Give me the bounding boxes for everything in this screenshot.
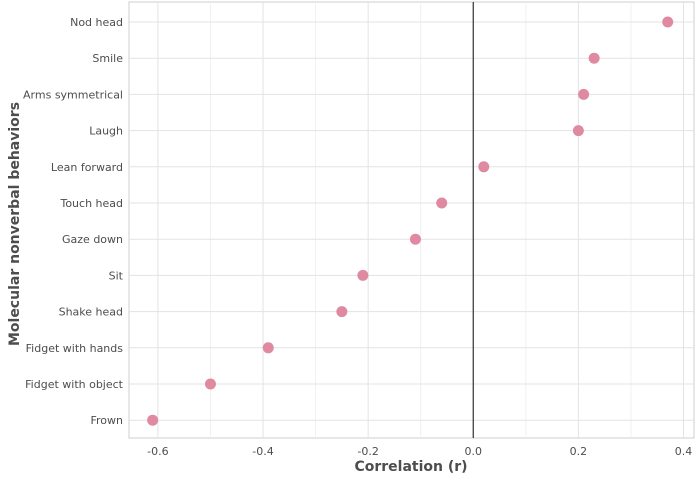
y-tick-label: Fidget with object bbox=[25, 378, 124, 391]
y-tick-label: Gaze down bbox=[62, 233, 123, 246]
data-point bbox=[436, 197, 448, 209]
x-tick-labels: -0.6 -0.4 -0.2 0.0 0.2 0.4 bbox=[147, 445, 692, 458]
y-tick-label: Smile bbox=[92, 52, 123, 65]
data-point bbox=[147, 414, 159, 426]
y-tick-label: Lean forward bbox=[51, 161, 123, 174]
data-point bbox=[478, 161, 490, 173]
data-point bbox=[588, 52, 600, 64]
data-point bbox=[409, 233, 421, 245]
plot-panel bbox=[128, 1, 695, 439]
data-point bbox=[204, 378, 216, 390]
y-tick-label: Nod head bbox=[70, 16, 123, 29]
x-tick-label: -0.4 bbox=[252, 445, 273, 458]
x-tick-label: -0.6 bbox=[147, 445, 168, 458]
y-tick-label: Shake head bbox=[59, 306, 123, 319]
y-axis-title: Molecular nonverbal behaviors bbox=[7, 102, 23, 346]
y-tick-label: Laugh bbox=[89, 125, 123, 138]
x-tick-label: 0.0 bbox=[465, 445, 483, 458]
data-point bbox=[336, 306, 348, 318]
data-point bbox=[578, 88, 590, 100]
y-tick-label: Sit bbox=[109, 269, 124, 282]
x-axis-title: Correlation (r) bbox=[354, 459, 467, 475]
x-tick-label: 0.4 bbox=[675, 445, 693, 458]
data-point bbox=[262, 342, 274, 354]
x-tick-label: 0.2 bbox=[570, 445, 588, 458]
data-points bbox=[147, 16, 674, 426]
data-point bbox=[357, 269, 369, 281]
y-tick-label: Frown bbox=[90, 414, 123, 427]
y-tick-labels: Nod head Smile Arms symmetrical Laugh Lean f… bbox=[23, 16, 124, 427]
y-tick-label: Touch head bbox=[59, 197, 123, 210]
x-tick-label: -0.2 bbox=[357, 445, 378, 458]
y-tick-label: Fidget with hands bbox=[26, 342, 124, 355]
data-point bbox=[662, 16, 674, 28]
data-point bbox=[572, 125, 584, 137]
y-tick-label: Arms symmetrical bbox=[23, 88, 123, 101]
